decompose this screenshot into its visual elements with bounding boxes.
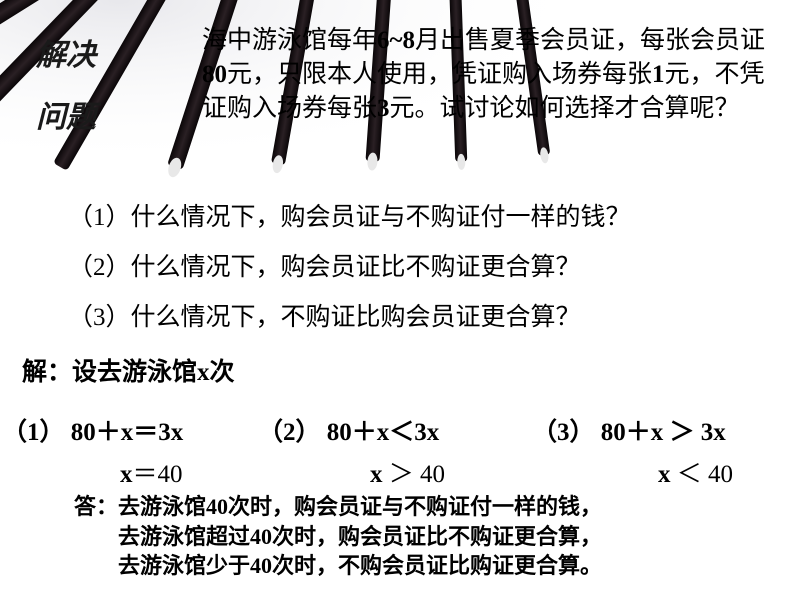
case-3-lhs: 80＋x — [601, 419, 664, 446]
solution-suffix: 次 — [210, 359, 235, 386]
case-2-sol-l: x — [370, 461, 383, 488]
answer-block: 答：去游泳馆40次时，购会员证与不购证付一样的钱， 去游泳馆超过40次时，购会员… — [74, 492, 602, 581]
case-3-solution: x ＜ 40 — [532, 454, 733, 490]
case-1-sol-op: ＝ — [133, 461, 158, 488]
case-1-solution: x＝40 — [2, 454, 183, 490]
case-3-sol-r: 40 — [708, 461, 733, 488]
case-2-sol-r: 40 — [420, 461, 445, 488]
problem-p8: 3 — [377, 95, 390, 122]
problem-p6: 1 — [652, 61, 665, 88]
answer-prefix: 答： — [74, 494, 118, 519]
problem-statement: 海中游泳馆每年6~8月出售夏季会员证，每张会员证 80元，只限本人使用，凭证购入场… — [202, 24, 772, 125]
case-1-op: ＝ — [133, 419, 158, 446]
case-3-sol-l: x — [658, 461, 671, 488]
case-1-rhs: 3x — [158, 419, 183, 446]
case-2-rhs: 3x — [414, 419, 439, 446]
case-1-equation: （1） 80＋x＝3x — [2, 412, 183, 448]
case-3-label: （3） — [532, 419, 595, 446]
problem-p9: 元。试讨论如何选择才合算呢？ — [390, 95, 740, 122]
solution-intro: 解：设去游泳馆x次 — [22, 352, 235, 388]
question-3: （3）什么情况下，不购证比购会员证更合算？ — [68, 297, 581, 333]
answer-line-1: 答：去游泳馆40次时，购会员证与不购证付一样的钱， — [74, 492, 602, 522]
question-1: （1）什么情况下，购会员证与不购证付一样的钱？ — [68, 197, 631, 233]
problem-p4: 80 — [202, 61, 227, 88]
case-3: （3） 80＋x ＞ 3x x ＜ 40 — [532, 412, 733, 490]
case-3-op: ＞ — [663, 419, 701, 446]
title-block: 解决 问题 — [36, 30, 96, 136]
case-2-op: ＜ — [389, 419, 414, 446]
title-line-1: 解决 — [36, 30, 96, 74]
case-2-solution: x ＞ 40 — [258, 454, 445, 490]
case-1-sol-l: x — [120, 461, 133, 488]
case-1-sol-r: 40 — [158, 461, 183, 488]
answer-line-2: 去游泳馆超过40次时，购会员证比不购证更合算， — [74, 522, 602, 552]
problem-p2: 6~8 — [377, 27, 415, 54]
case-2-label: （2） — [258, 419, 321, 446]
solution-prefix: 解：设去游泳馆 — [22, 359, 197, 386]
case-3-sol-op: ＜ — [671, 461, 709, 488]
case-3-rhs: 3x — [701, 419, 726, 446]
case-2-lhs: 80＋x — [327, 419, 390, 446]
case-3-equation: （3） 80＋x ＞ 3x — [532, 412, 733, 448]
case-1-label: （1） — [2, 419, 65, 446]
case-2-sol-op: ＞ — [383, 461, 421, 488]
problem-p5: 元，只限本人使用，凭证购入场券每张 — [227, 61, 652, 88]
problem-p3: 月出售夏季会员证，每张会员证 — [415, 27, 765, 54]
case-2-equation: （2） 80＋x＜3x — [258, 412, 445, 448]
case-2: （2） 80＋x＜3x x ＞ 40 — [258, 412, 445, 490]
case-1: （1） 80＋x＝3x x＝40 — [2, 412, 183, 490]
answer-line-3: 去游泳馆少于40次时，不购会员证比购证更合算。 — [74, 551, 602, 581]
question-2: （2）什么情况下，购会员证比不购证更合算？ — [68, 247, 581, 283]
solution-var: x — [197, 359, 210, 386]
title-line-2: 问题 — [36, 92, 96, 136]
problem-p1: 海中游泳馆每年 — [202, 27, 377, 54]
case-1-lhs: 80＋x — [71, 419, 134, 446]
answer-l1: 去游泳馆40次时，购会员证与不购证付一样的钱， — [118, 494, 602, 519]
